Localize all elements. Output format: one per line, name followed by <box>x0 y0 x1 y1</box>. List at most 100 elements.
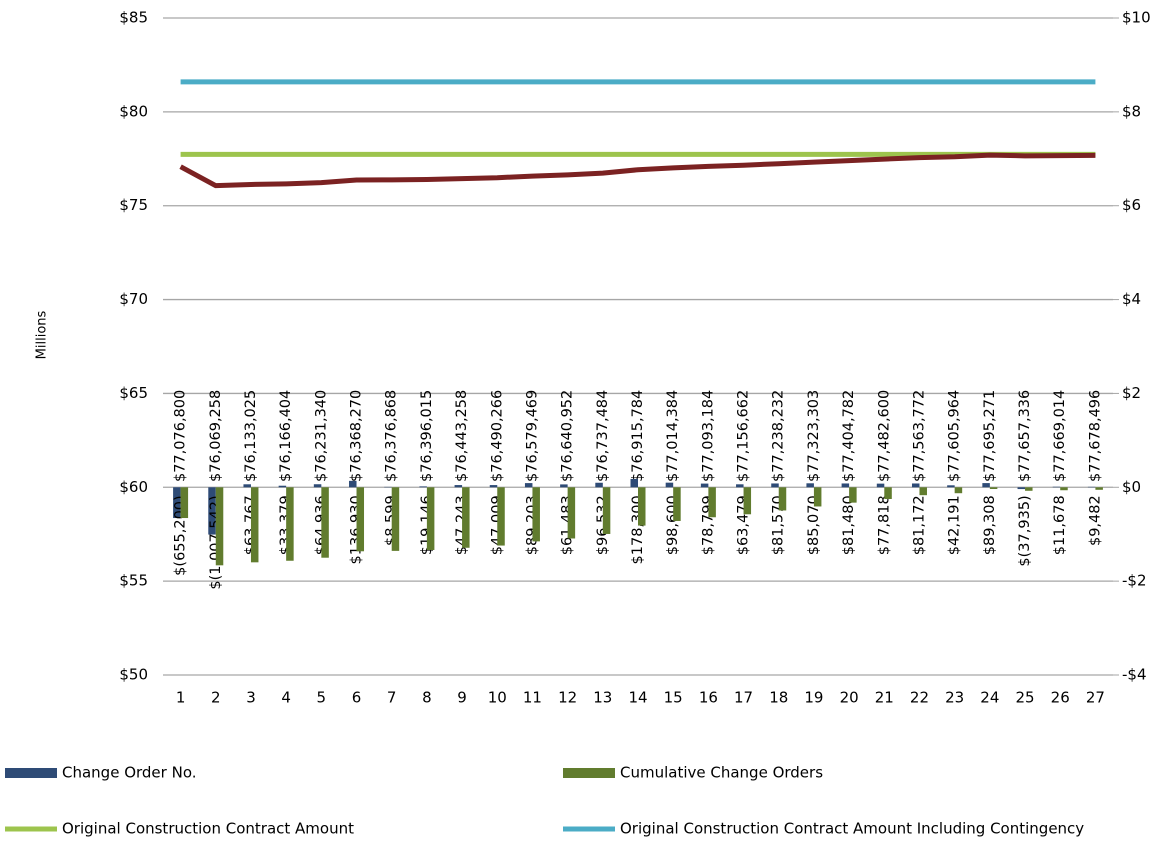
y2-tick-label: -$2 <box>1122 572 1147 590</box>
data-label: $76,069,258 <box>208 390 224 482</box>
data-label: $76,376,868 <box>384 390 400 482</box>
y-axis-title: Millions <box>35 310 50 359</box>
bar <box>243 484 251 488</box>
bar <box>806 483 814 488</box>
x-tick-label: 22 <box>910 689 929 707</box>
x-tick-label: 1 <box>176 689 186 707</box>
x-tick-label: 10 <box>488 689 507 707</box>
bar <box>771 483 779 488</box>
data-label: $77,695,271 <box>982 390 998 482</box>
bar <box>736 484 744 488</box>
y-tick-label: $65 <box>119 384 148 402</box>
bar <box>911 483 920 488</box>
data-label: $76,737,484 <box>595 390 611 482</box>
x-tick-label: 7 <box>387 689 397 707</box>
x-tick-label: 12 <box>558 689 577 707</box>
bar <box>841 483 850 488</box>
y2-tick-label: $6 <box>1122 196 1141 214</box>
data-label: $77,076,800 <box>173 390 189 482</box>
bar <box>313 484 322 488</box>
y2-tick-label: $0 <box>1122 478 1141 496</box>
x-tick-label: 27 <box>1086 689 1105 707</box>
data-label: $76,396,015 <box>419 390 435 482</box>
data-label: $(37,935) <box>1017 495 1033 566</box>
bar <box>919 487 927 496</box>
x-tick-label: 23 <box>945 689 964 707</box>
bar <box>349 480 357 488</box>
data-label: $77,093,184 <box>700 390 716 482</box>
y-tick-label: $85 <box>119 9 148 27</box>
bar <box>426 487 435 550</box>
data-label: $81,480 <box>841 495 857 555</box>
bar <box>982 483 990 488</box>
y2-tick-label: $4 <box>1122 290 1141 308</box>
bar <box>665 482 674 488</box>
bar <box>700 483 709 488</box>
data-label: $76,490,266 <box>489 390 505 482</box>
data-label: $76,915,784 <box>630 390 646 482</box>
x-tick-label: 15 <box>664 689 683 707</box>
data-label: $76,133,025 <box>243 390 259 482</box>
data-label: $76,368,270 <box>349 390 365 482</box>
y-tick-label: $70 <box>119 290 148 308</box>
data-label: $42,191 <box>947 495 963 555</box>
bar <box>215 487 224 566</box>
x-tick-label: 16 <box>699 689 718 707</box>
x-tick-label: 26 <box>1051 689 1070 707</box>
data-label: $76,579,469 <box>524 390 540 482</box>
bar <box>1025 487 1033 491</box>
data-label: $85,070 <box>806 495 822 555</box>
x-tick-label: 18 <box>769 689 788 707</box>
x-tick-label: 20 <box>840 689 859 707</box>
bar <box>1095 487 1103 490</box>
x-tick-label: 11 <box>523 689 542 707</box>
data-label: $77,657,336 <box>1017 390 1033 482</box>
data-label: $77,563,772 <box>911 390 927 482</box>
data-label: $89,308 <box>982 495 998 555</box>
bar <box>1017 487 1026 490</box>
bar <box>489 485 498 488</box>
data-label: $77,156,662 <box>736 390 752 482</box>
data-label: $11,678 <box>1052 495 1068 555</box>
x-tick-label: 9 <box>457 689 467 707</box>
bar <box>462 487 470 548</box>
line <box>179 152 1096 189</box>
y-tick-label: $55 <box>119 572 148 590</box>
y-tick-label: $60 <box>119 478 148 496</box>
bar <box>1052 486 1061 488</box>
y-tick-label: $50 <box>119 666 148 684</box>
bar <box>638 487 646 526</box>
legend-swatch <box>5 768 57 778</box>
bar <box>419 486 427 488</box>
data-label: $77,605,964 <box>947 390 963 482</box>
bar <box>286 487 294 561</box>
x-tick-label: 14 <box>628 689 647 707</box>
bar <box>524 483 533 488</box>
x-tick-label: 6 <box>352 689 362 707</box>
x-tick-label: 2 <box>211 689 221 707</box>
x-tick-label: 8 <box>422 689 432 707</box>
data-label: $76,640,952 <box>560 390 576 482</box>
x-tick-label: 13 <box>593 689 612 707</box>
legend-label: Cumulative Change Orders <box>620 764 823 782</box>
x-tick-label: 3 <box>246 689 256 707</box>
legend-label: Original Construction Contract Amount <box>62 820 354 838</box>
x-tick-label: 5 <box>317 689 327 707</box>
x-tick-label: 21 <box>875 689 894 707</box>
bar <box>497 487 505 546</box>
bar <box>947 485 955 488</box>
bar <box>250 487 259 563</box>
bar <box>630 478 638 488</box>
data-label: $77,238,232 <box>771 390 787 482</box>
bar <box>560 484 568 488</box>
data-label: $77,669,014 <box>1052 390 1068 482</box>
bar <box>595 482 603 488</box>
bar <box>173 487 181 519</box>
y-tick-label: $80 <box>119 102 148 120</box>
bar <box>321 487 329 558</box>
bar <box>778 487 787 511</box>
bar <box>278 485 287 488</box>
bar <box>989 487 998 490</box>
bar <box>813 487 822 507</box>
